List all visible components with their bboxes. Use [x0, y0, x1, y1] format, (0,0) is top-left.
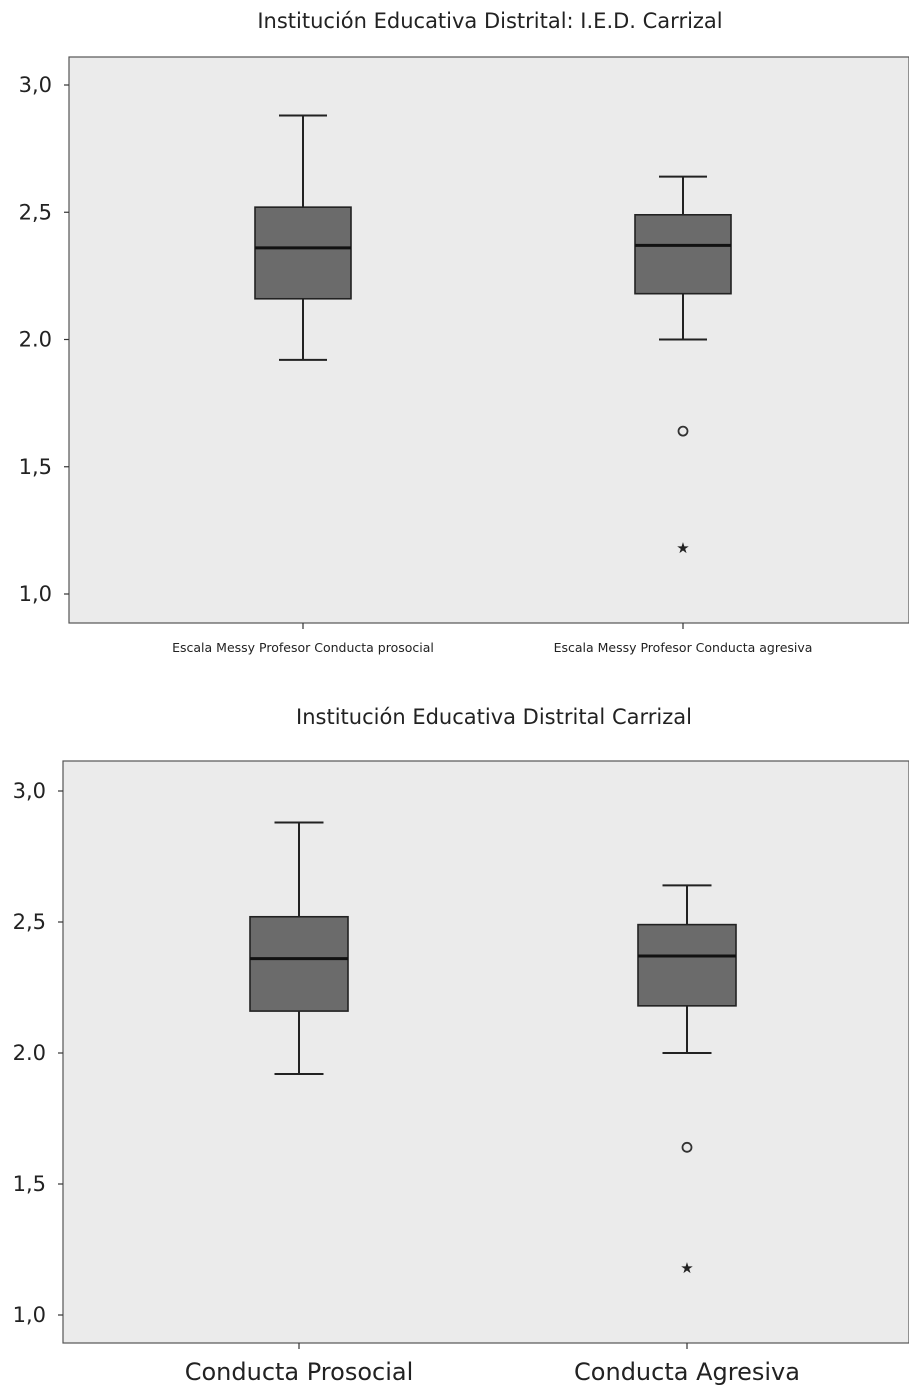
y-tick-label: 3,0 — [13, 779, 46, 803]
box-iqr — [634, 213, 732, 295]
plot-area — [68, 56, 909, 624]
chart-title: Institución Educativa Distrital: I.E.D. … — [257, 9, 722, 33]
x-category-label: Conducta Agresiva — [574, 1358, 800, 1386]
x-category-label: Escala Messy Profesor Conducta agresiva — [554, 640, 813, 655]
plot-area — [62, 760, 909, 1344]
chart-title: Institución Educativa Distrital Carrizal — [296, 705, 692, 729]
outlier-point — [677, 425, 689, 437]
box-iqr — [637, 923, 737, 1007]
y-tick-label: 2.0 — [19, 328, 52, 352]
y-tick-label: 3,0 — [19, 73, 52, 97]
x-category-label: Conducta Prosocial — [185, 1358, 414, 1386]
box-iqr — [254, 206, 352, 300]
outlier-point — [681, 1141, 693, 1153]
y-tick-label: 1,0 — [13, 1303, 46, 1327]
chart-panel-1: Institución Educativa Distrital: I.E.D. … — [19, 9, 909, 655]
box-iqr — [249, 915, 349, 1012]
y-tick-label: 1,5 — [19, 455, 52, 479]
x-category-label: Escala Messy Profesor Conducta prosocial — [172, 640, 434, 655]
y-tick-label: 2,5 — [19, 200, 52, 224]
y-tick-label: 1,5 — [13, 1172, 46, 1196]
y-tick-label: 2.0 — [13, 1041, 46, 1065]
y-tick-label: 1,0 — [19, 582, 52, 606]
chart-panel-2: Institución Educativa Distrital Carrizal… — [13, 705, 909, 1386]
extreme-point: ★ — [680, 1259, 693, 1277]
y-tick-label: 2,5 — [13, 910, 46, 934]
extreme-point: ★ — [676, 539, 689, 557]
